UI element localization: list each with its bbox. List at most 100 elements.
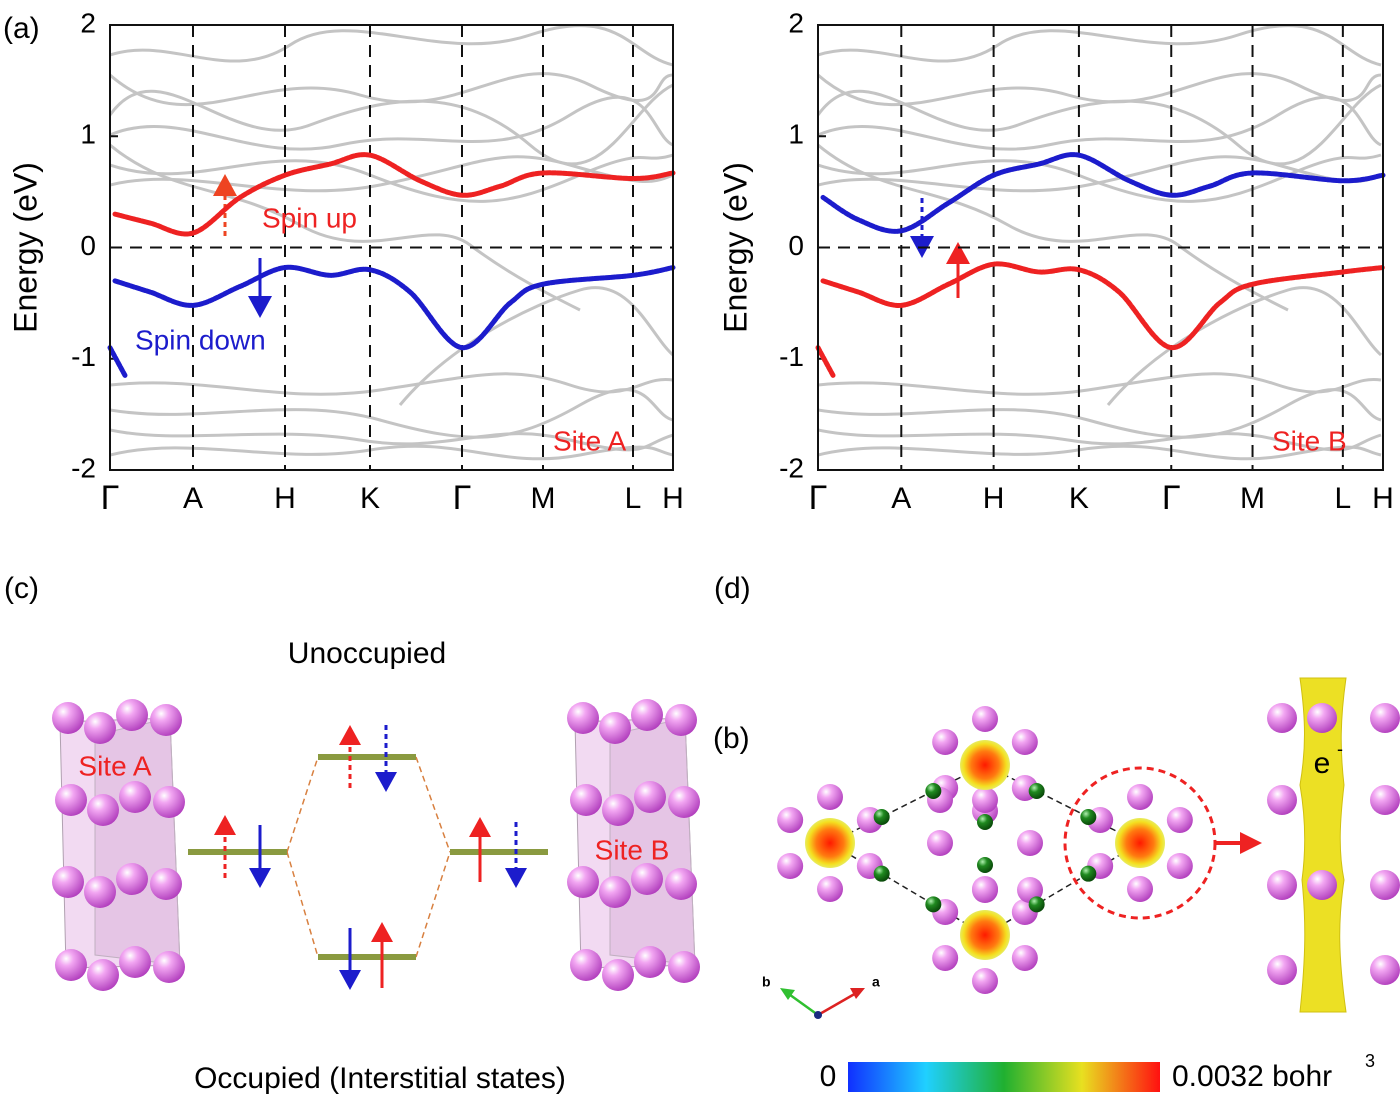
y-tick-label: 2: [788, 7, 804, 38]
crystal-atoms: [52, 699, 700, 991]
atom: [599, 712, 631, 744]
x-tick-label: H: [662, 482, 684, 515]
electron-label: e: [1314, 747, 1331, 780]
atom: [1267, 785, 1297, 815]
atom: [599, 876, 631, 908]
band: [820, 152, 1386, 234]
atom: [1370, 703, 1400, 733]
x-tick-label: Γ: [1162, 479, 1181, 517]
atom: [1080, 865, 1097, 882]
y-tick-label: 1: [80, 119, 96, 150]
atom: [570, 784, 602, 816]
atom: [634, 781, 666, 813]
electron-tube: [1299, 677, 1347, 1013]
atom: [665, 868, 697, 900]
x-tick-label: Γ: [101, 479, 120, 517]
x-tick-label: A: [891, 482, 911, 515]
y-tick-label: 0: [80, 230, 96, 261]
atom: [119, 946, 151, 978]
site-label: Site B: [595, 834, 670, 865]
atom: [153, 786, 185, 818]
band: [112, 264, 676, 351]
annotation: Spin down: [135, 324, 266, 355]
atom: [52, 702, 84, 734]
atom: [1127, 784, 1153, 810]
energy-levels: [188, 754, 548, 960]
colorbar-max: 0.0032 bohr: [1172, 1060, 1332, 1093]
y-tick-label: -1: [71, 341, 96, 372]
lattice-bonds: [829, 764, 1141, 936]
atom: [1370, 870, 1400, 900]
atom: [817, 876, 843, 902]
atom: [1011, 729, 1038, 755]
atom: [634, 946, 666, 978]
atom: [777, 807, 804, 833]
electron-sup: -: [1337, 739, 1343, 759]
x-tick-label: H: [1372, 482, 1394, 515]
atom: [972, 877, 998, 903]
atom: [777, 853, 804, 879]
lattice-axes: [780, 988, 865, 1019]
atom: [1267, 703, 1297, 733]
background-bands: [110, 25, 673, 461]
atom: [116, 699, 148, 731]
atom: [972, 968, 998, 994]
atom: [932, 945, 959, 971]
atom: [567, 866, 599, 898]
atom: [87, 959, 119, 991]
spin-arrow-head: [249, 868, 271, 888]
axis-label: b: [762, 974, 771, 990]
y-tick-label: 2: [80, 7, 96, 38]
atom: [567, 702, 599, 734]
atom: [116, 863, 148, 895]
panel-label: (c): [4, 572, 39, 605]
band: [820, 261, 1386, 351]
colorbar-unit-sup: 3: [1365, 1051, 1375, 1071]
atom: [150, 704, 182, 736]
atom: [977, 814, 993, 830]
atom: [1127, 876, 1153, 902]
atom: [1011, 945, 1038, 971]
atom: [1267, 870, 1297, 900]
band: [112, 152, 676, 237]
atom: [972, 787, 998, 813]
annotation: Site A: [553, 425, 626, 456]
y-tick-label: 0: [788, 230, 804, 261]
atom: [55, 949, 87, 981]
x-tick-label: Γ: [453, 479, 472, 517]
x-tick-label: H: [274, 482, 296, 515]
atom: [817, 784, 843, 810]
spin-arrow-head: [214, 815, 236, 835]
atom: [1370, 785, 1400, 815]
annotation: Site B: [1272, 425, 1347, 456]
atom: [873, 809, 890, 825]
band: [107, 345, 128, 378]
spin-arrows: [214, 725, 527, 990]
x-tick-label: A: [183, 482, 203, 515]
atom: [153, 951, 185, 983]
atom: [972, 706, 998, 732]
lattice-atoms: [1267, 703, 1400, 985]
level-label: Occupied (Interstitial states): [194, 1062, 566, 1095]
background-bands: [818, 25, 1383, 461]
spin-arrow-head: [469, 817, 491, 837]
atom: [977, 857, 993, 873]
atom: [927, 830, 953, 856]
spin-arrows: [213, 174, 970, 318]
x-tick-label: L: [1335, 482, 1352, 515]
axis-label: a: [872, 974, 880, 990]
atom: [1028, 783, 1045, 799]
y-tick-label: -2: [779, 452, 804, 483]
colorbar: [848, 1062, 1160, 1092]
atom: [631, 699, 663, 731]
band: [815, 345, 836, 378]
atom: [668, 951, 700, 983]
atom: [55, 784, 87, 816]
x-tick-label: K: [1069, 482, 1089, 515]
colorbar-min: 0: [820, 1060, 837, 1093]
atom: [1267, 955, 1297, 985]
zoom-arrow: [1215, 832, 1262, 854]
atom: [1028, 896, 1045, 913]
panel-label: (a): [3, 12, 40, 45]
